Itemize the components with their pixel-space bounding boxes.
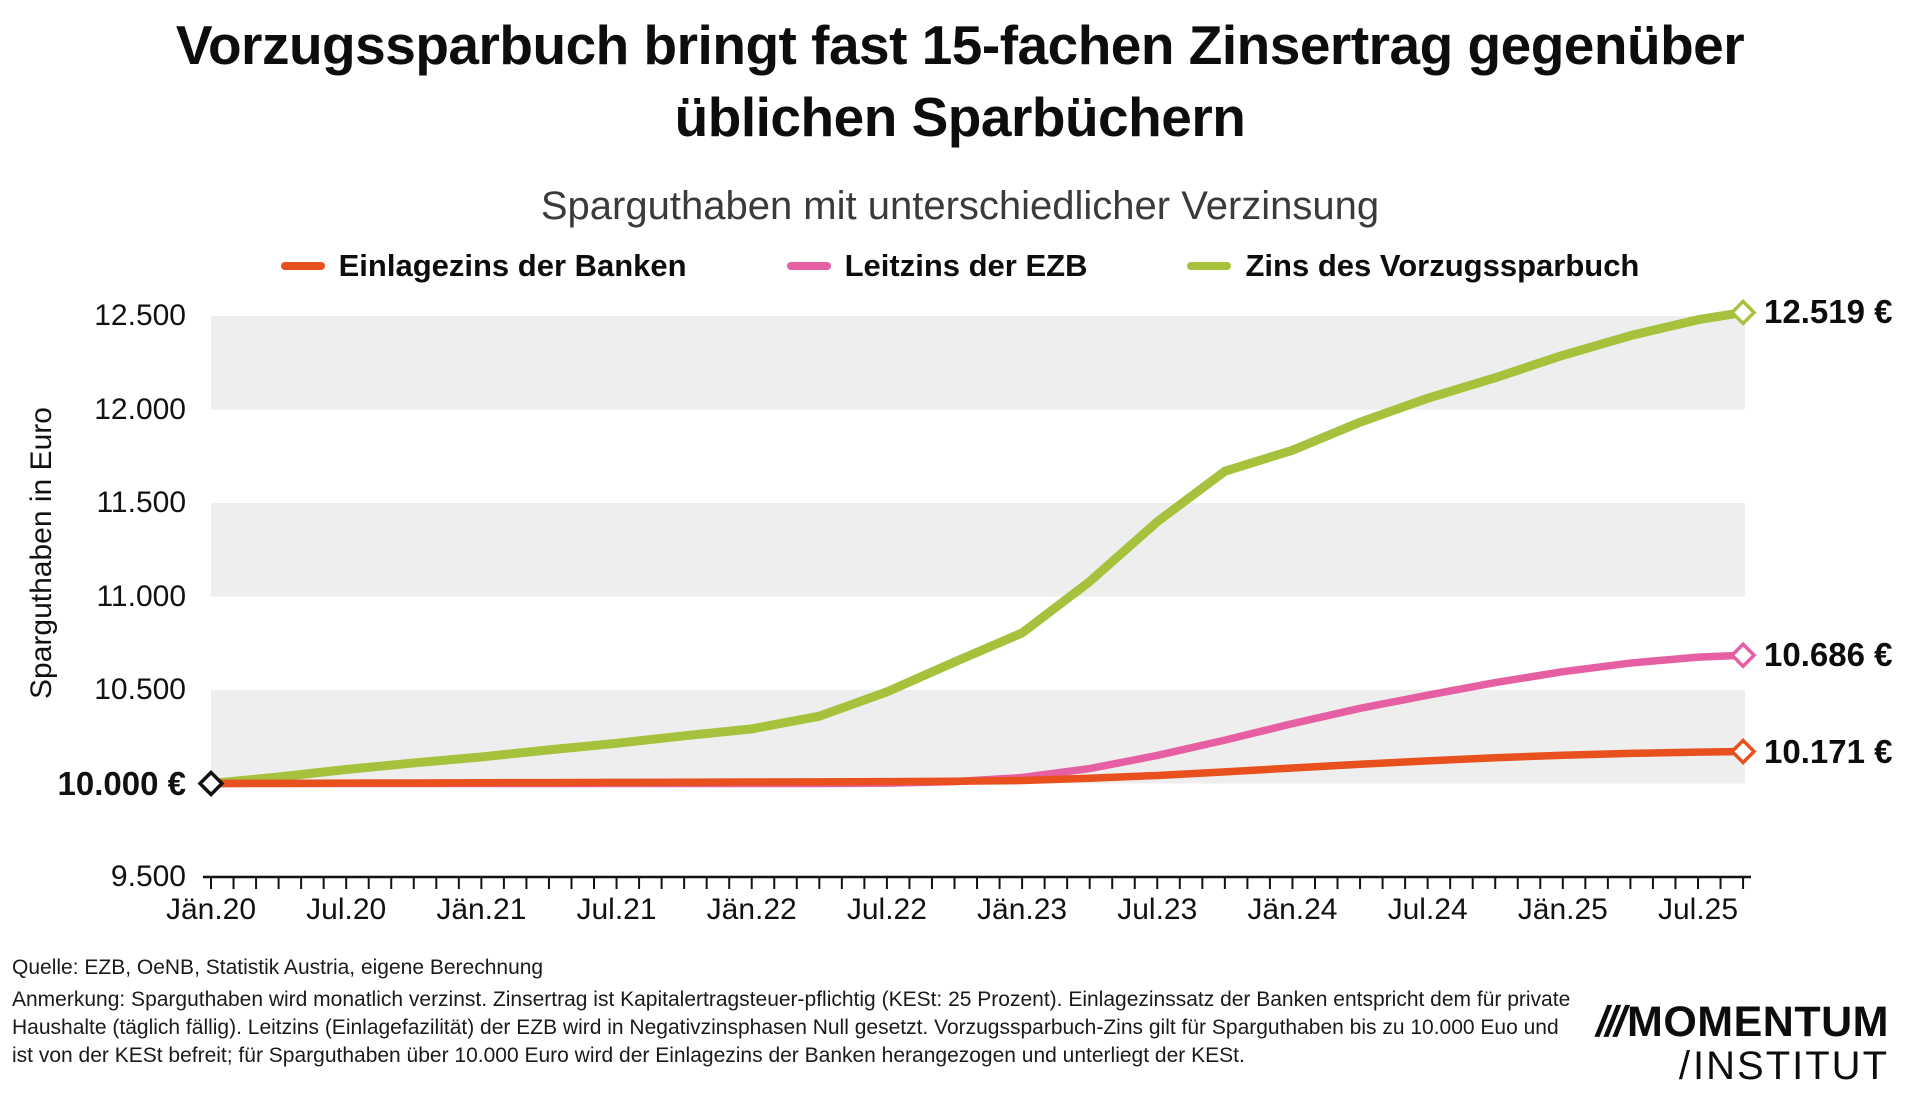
series-end-label-leitzins-ezb: 10.686 €: [1764, 636, 1893, 674]
series-line-vorzugssparbuch: [206, 307, 1748, 788]
x-tick-label: Jän.24: [1247, 893, 1338, 926]
footer: Quelle: EZB, OeNB, Statistik Austria, ei…: [12, 954, 1582, 1070]
y-tick-label: 11.000: [96, 579, 186, 613]
legend-label: Leitzins der EZB: [844, 248, 1088, 283]
series-end-label-vorzugssparbuch: 12.519 €: [1764, 293, 1893, 331]
logo-unit-slash-icon: /: [1678, 1044, 1693, 1089]
logo-unit: INSTITUT: [1693, 1044, 1889, 1089]
y-tick-label: 10.500: [94, 673, 186, 706]
legend: Einlagezins der Banken Leitzins der EZB Zi…: [0, 248, 1920, 284]
x-tick-label: Jän.25: [1517, 893, 1608, 926]
logo-unit-line: /INSTITUT: [1597, 1045, 1889, 1087]
legend-swatch-icon: [786, 262, 831, 270]
logo-wordmark: MOMENTUM: [1627, 998, 1889, 1046]
end-marker-diamond-leitzins-ezb: [1729, 641, 1757, 669]
x-tick-label: Jul.23: [1117, 893, 1198, 926]
legend-item-leitzins-ezb: Leitzins der EZB: [786, 248, 1088, 284]
x-tick-label: Jän.20: [165, 893, 257, 926]
legend-swatch-icon: [1187, 262, 1232, 270]
legend-item-vorzugssparbuch: Zins des Vorzugssparbuch: [1187, 248, 1639, 284]
plot-band: [211, 690, 1745, 784]
y-tick-label-start-value: 10.000 €: [57, 764, 186, 802]
x-tick-label: Jän.22: [706, 893, 797, 926]
x-tick-label: Jul.22: [846, 893, 927, 926]
legend-swatch-icon: [280, 262, 325, 270]
end-marker-diamond-einlagezins-banken: [1729, 738, 1757, 765]
chart-subtitle: Sparguthaben mit unterschiedlicher Verzi…: [540, 184, 1380, 228]
y-tick-label: 12.500: [94, 299, 186, 332]
legend-label: Zins des Vorzugssparbuch: [1245, 248, 1640, 283]
legend-label: Einlagezins der Banken: [338, 248, 687, 283]
chart-title-line1: Vorzugssparbuch bringt fast 15-fachen Zi…: [175, 14, 1745, 76]
plot-band: [211, 503, 1745, 597]
source-note: Quelle: EZB, OeNB, Statistik Austria, ei…: [12, 956, 544, 979]
y-tick-label: 11.500: [96, 486, 186, 519]
momentum-institut-logo: ///MOMENTUM /INSTITUT: [1592, 998, 1889, 1087]
x-tick-label: Jul.25: [1657, 893, 1739, 926]
y-axis-title: Sparguthaben in Euro: [25, 407, 58, 699]
x-tick-label: Jän.23: [977, 893, 1068, 926]
series-end-label-einlagezins-banken: 10.171 €: [1764, 732, 1893, 770]
method-note: Anmerkung: Sparguthaben wird monatlich v…: [12, 987, 1571, 1067]
x-tick-label: Jul.24: [1387, 893, 1468, 926]
logo-slashes-icon: ///: [1592, 998, 1630, 1046]
y-tick-label: 9.500: [110, 860, 186, 893]
series-line-einlagezins-banken: [207, 747, 1747, 788]
x-tick-label: Jul.21: [576, 893, 657, 926]
legend-item-einlagezins-banken: Einlagezins der Banken: [280, 248, 687, 284]
logo-wordmark-line: ///MOMENTUM: [1592, 998, 1889, 1046]
start-marker-diamond: [197, 770, 225, 797]
chart-title-line2: üblichen Sparbüchern: [674, 85, 1246, 148]
x-tick-label: Jän.21: [436, 893, 527, 926]
end-marker-diamond-vorzugssparbuch: [1729, 298, 1757, 326]
plot-band: [211, 316, 1745, 410]
chart-title: Vorzugssparbuch bringt fast 15-fachen Zi…: [0, 10, 1920, 153]
y-tick-label: 12.000: [94, 392, 186, 426]
x-tick-label: Jul.20: [306, 893, 387, 926]
